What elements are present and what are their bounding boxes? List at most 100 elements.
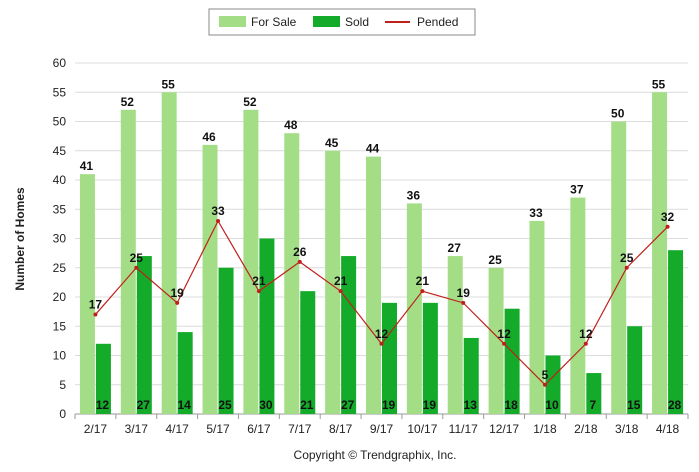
bar-sold [259, 238, 275, 414]
bar-for-sale [79, 174, 95, 414]
label-sold: 18 [504, 398, 518, 412]
pended-point [93, 312, 98, 317]
bar-sold [504, 308, 520, 414]
pended-point [134, 265, 139, 270]
label-for-sale: 45 [325, 136, 339, 150]
x-tick-label: 11/17 [449, 422, 478, 436]
y-tick-label: 0 [59, 407, 66, 421]
x-tick-label: 6/17 [247, 422, 271, 436]
label-sold: 21 [300, 398, 314, 412]
bar-sold [627, 326, 643, 414]
bar-sold [177, 332, 193, 414]
axes: 0 5 10 15 20 25 30 35 40 45 50 55 60 2/17 3/17 4/17 5/17… [53, 56, 689, 436]
label-for-sale: 33 [529, 206, 543, 220]
label-for-sale: 46 [202, 130, 216, 144]
bar-for-sale [406, 203, 422, 414]
bar-for-sale [161, 92, 177, 414]
pended-point [624, 265, 629, 270]
x-tick-label: 1/18 [533, 422, 557, 436]
copyright-text: Copyright © Trendgraphix, Inc. [294, 448, 457, 462]
data-labels: 41 12 52 27 55 14 46 25 52 30 48 21 45 27 44 19 36 19 27 13… [80, 77, 682, 412]
x-tick-label: 12/17 [489, 422, 519, 436]
pended-point [175, 300, 180, 305]
x-tick-label: 8/17 [329, 422, 353, 436]
label-for-sale: 55 [652, 77, 666, 91]
x-tick-label: 4/17 [165, 422, 189, 436]
y-tick-label: 40 [53, 173, 67, 187]
label-pended: 33 [211, 204, 225, 218]
y-tick-label: 10 [53, 349, 67, 363]
bars [79, 92, 684, 415]
pended-point [256, 289, 261, 294]
label-pended: 19 [170, 286, 184, 300]
pended-line [93, 218, 670, 387]
pended-point [420, 289, 425, 294]
label-for-sale: 41 [80, 159, 94, 173]
bar-sold [300, 291, 316, 414]
pended-point [461, 300, 466, 305]
bar-sold [341, 256, 357, 414]
y-tick-label: 15 [53, 319, 67, 333]
bar-sold [668, 250, 684, 414]
label-pended: 32 [661, 210, 675, 224]
label-sold: 28 [668, 398, 682, 412]
label-sold: 15 [627, 398, 641, 412]
bar-for-sale [611, 121, 627, 414]
label-pended: 12 [375, 327, 389, 341]
label-sold: 10 [545, 398, 559, 412]
bar-sold [218, 267, 234, 414]
label-pended: 25 [130, 251, 144, 265]
label-sold: 30 [259, 398, 273, 412]
label-pended: 12 [497, 327, 511, 341]
bar-for-sale [447, 256, 463, 414]
x-tick-label: 2/18 [574, 422, 598, 436]
pended-point [216, 218, 221, 223]
x-tick-label: 5/17 [206, 422, 230, 436]
label-pended: 21 [252, 274, 266, 288]
x-tick-label: 3/18 [615, 422, 639, 436]
bar-for-sale [529, 220, 545, 414]
y-tick-label: 55 [53, 85, 67, 99]
y-tick-label: 60 [53, 56, 67, 70]
bar-sold [545, 355, 561, 414]
label-sold: 27 [137, 398, 151, 412]
x-tick-label: 2/17 [84, 422, 108, 436]
y-tick-label: 45 [53, 144, 67, 158]
bar-for-sale [284, 133, 300, 414]
label-pended: 5 [542, 368, 549, 382]
label-for-sale: 52 [121, 95, 135, 109]
label-sold: 13 [464, 398, 478, 412]
label-for-sale: 27 [448, 241, 462, 255]
label-pended: 26 [293, 245, 307, 259]
legend-item-for-sale-swatch [219, 16, 246, 27]
legend-item-sold-swatch [313, 16, 340, 27]
pended-point [542, 382, 547, 387]
bar-sold [136, 256, 152, 414]
legend: For Sale Sold Pended [208, 8, 476, 36]
label-pended: 17 [89, 298, 103, 312]
label-sold: 14 [177, 398, 191, 412]
label-for-sale: 52 [243, 95, 257, 109]
label-pended: 21 [416, 274, 430, 288]
label-pended: 19 [457, 286, 471, 300]
label-sold: 19 [423, 398, 437, 412]
label-for-sale: 48 [284, 118, 298, 132]
legend-item-pended-label: Pended [417, 15, 458, 29]
label-for-sale: 50 [611, 107, 625, 121]
bar-sold [463, 337, 479, 414]
y-tick-label: 20 [53, 290, 67, 304]
y-tick-label: 25 [53, 261, 67, 275]
y-axis-title: Number of Homes [13, 187, 27, 291]
x-tick-label: 7/17 [288, 422, 312, 436]
label-pended: 25 [620, 251, 634, 265]
pended-point [297, 259, 302, 264]
pended-point [583, 341, 588, 346]
bar-for-sale [570, 197, 586, 414]
pended-point [379, 341, 384, 346]
label-for-sale: 25 [488, 253, 502, 267]
y-tick-label: 30 [53, 232, 67, 246]
x-tick-label: 9/17 [370, 422, 394, 436]
legend-item-for-sale-label: For Sale [251, 15, 297, 29]
